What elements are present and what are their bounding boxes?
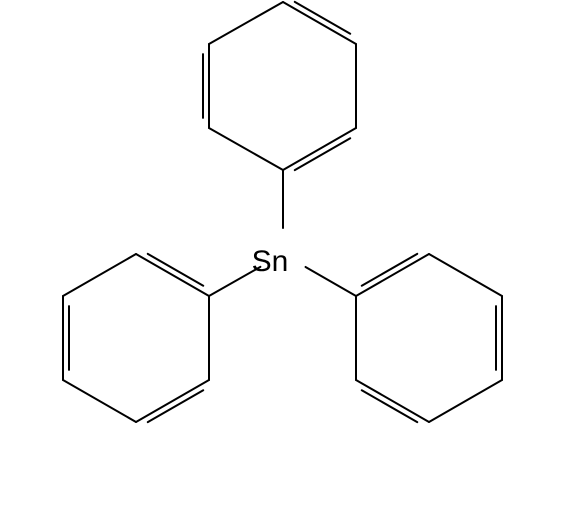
bond-line [136,254,209,296]
bond-line [429,254,502,296]
bond-line [362,390,417,422]
bond-line [209,128,283,170]
bond-line [148,390,203,422]
bond-line [63,254,136,296]
bond-line [429,380,502,422]
molecule-diagram: Sn [0,0,567,508]
bond-line [362,254,417,286]
bond-line [209,2,283,44]
bond-line [148,254,203,286]
bonds-group [63,2,502,422]
bond-line [306,267,356,296]
bond-line [295,138,350,170]
bond-line [283,2,356,44]
bond-line [356,380,429,422]
bond-line [136,380,209,422]
bond-line [283,128,356,170]
bond-line [63,380,136,422]
tin-atom-label: Sn [252,245,289,278]
bond-line [356,254,429,296]
bond-line [295,2,350,34]
